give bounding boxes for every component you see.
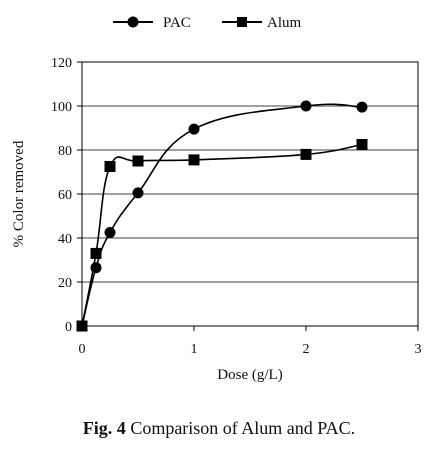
y-tick-label: 0 (65, 320, 72, 335)
y-tick-label: 60 (58, 188, 72, 203)
legend-pac-marker (127, 16, 139, 28)
legend-alum-label: Alum (267, 15, 302, 31)
chart: PAC Alum 0 20 40 60 80 100 120 0 1 2 3 Dose (g/L)… (11, 15, 422, 383)
y-tick-label: 80 (58, 144, 72, 159)
legend-alum-marker (237, 17, 247, 27)
data-point-pac (132, 187, 144, 199)
x-tick-label: 3 (415, 342, 422, 357)
data-point-alum (90, 247, 102, 259)
y-tick-label: 120 (51, 56, 72, 71)
data-point-alum (76, 320, 88, 332)
x-tick-label: 2 (303, 342, 310, 357)
figure-caption-text: Comparison of Alum and PAC. (130, 418, 356, 438)
data-point-pac (188, 123, 200, 135)
figure-caption-label: Fig. 4 (82, 418, 126, 438)
y-axis-ticks: 0 20 40 60 80 100 120 (51, 56, 82, 335)
series-pac-line (81, 103, 363, 327)
data-point-alum (132, 155, 144, 167)
series-alum-line (81, 143, 363, 327)
data-point-pac (300, 100, 312, 112)
data-point-alum (356, 139, 368, 150)
data-point-pac (104, 227, 116, 238)
data-point-alum (300, 148, 312, 160)
y-axis-title: % Color removed (11, 140, 27, 247)
y-tick-label: 20 (58, 276, 72, 291)
x-axis-ticks: 0 1 2 3 (79, 326, 422, 357)
figure-caption: Fig. 4 Comparison of Alum and PAC. (0, 418, 438, 439)
x-tick-label: 0 (79, 342, 86, 357)
data-point-pac (356, 101, 368, 113)
y-tick-label: 40 (58, 232, 72, 247)
legend-pac-label: PAC (163, 15, 191, 31)
data-point-alum (188, 154, 200, 166)
data-point-alum (104, 161, 116, 172)
x-axis-title: Dose (g/L) (217, 367, 282, 383)
legend: PAC Alum (113, 15, 302, 31)
gridlines (82, 105, 418, 283)
series-layer (76, 100, 368, 332)
y-tick-label: 100 (51, 100, 72, 115)
x-tick-label: 1 (191, 342, 198, 357)
